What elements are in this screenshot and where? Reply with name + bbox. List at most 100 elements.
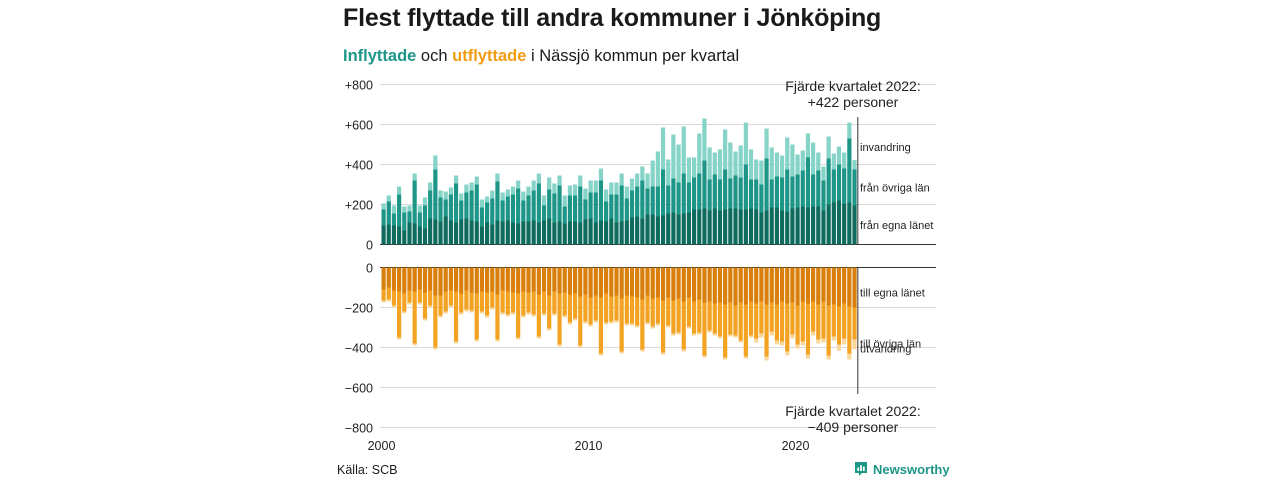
- axis-labels: +800 +600 +400 +200 0 0 −200 −400 −600 −800 2000 20…: [345, 79, 810, 454]
- bar-out-segment: [748, 335, 754, 338]
- bar-in-segment: [391, 205, 397, 214]
- bar-in-segment: [469, 220, 474, 245]
- bar-out-segment: [790, 267, 795, 303]
- bar-out-segment: [764, 267, 769, 305]
- bar-in-segment: [490, 190, 495, 199]
- bar-out-segment: [800, 267, 805, 302]
- bar-in-segment: [723, 209, 728, 245]
- bar-out-segment: [619, 298, 624, 352]
- bar-out-segment: [443, 311, 448, 314]
- bar-in-segment: [826, 158, 831, 205]
- bar-out-segment: [686, 297, 692, 327]
- bar-in-segment: [438, 190, 443, 198]
- bar-in-segment: [821, 166, 826, 181]
- bar-out-segment: [407, 302, 412, 305]
- bar-in-segment: [397, 186, 402, 195]
- bar-in-segment: [438, 197, 443, 222]
- bar-out-segment: [712, 267, 717, 304]
- bar-in-segment: [479, 226, 485, 245]
- bar-out-segment: [821, 267, 826, 302]
- bar-in-segment: [759, 212, 764, 245]
- bar-in-segment: [831, 169, 836, 203]
- bar-in-segment: [557, 175, 562, 186]
- x-tick-label: 2010: [575, 439, 603, 453]
- bar-out-segment: [485, 267, 490, 293]
- bar-out-segment: [397, 291, 402, 338]
- bar-out-segment: [614, 320, 619, 323]
- bar-out-segment: [598, 297, 604, 354]
- bar-out-segment: [707, 330, 712, 333]
- bar-out-segment: [516, 337, 521, 340]
- bar-in-segment: [774, 152, 779, 177]
- bar-out-segment: [428, 290, 433, 306]
- bar-in-segment: [723, 169, 728, 210]
- y-tick-label-out: −200: [345, 302, 373, 316]
- bar-in-segment: [728, 208, 733, 245]
- bar-out-segment: [485, 292, 490, 316]
- bar-in-segment: [495, 220, 500, 245]
- bar-in-segment: [847, 138, 852, 203]
- bar-in-segment: [412, 173, 417, 181]
- bar-in-segment: [785, 169, 790, 212]
- bar-out-segment: [619, 267, 624, 299]
- bar-out-segment: [614, 295, 619, 321]
- bar-in-segment: [800, 170, 805, 207]
- bar-in-segment: [428, 190, 433, 219]
- bar-out-segment: [386, 287, 391, 300]
- bar-in-segment: [779, 155, 785, 178]
- bar-in-segment: [407, 222, 412, 245]
- bar-out-segment: [635, 297, 640, 326]
- bar-out-segment: [593, 267, 598, 296]
- bar-in-segment: [738, 145, 743, 178]
- bar-in-segment: [831, 153, 836, 170]
- bar-out-segment: [562, 292, 567, 316]
- bar-out-segment: [438, 315, 443, 318]
- bar-out-segment: [557, 267, 562, 294]
- bar-in-segment: [712, 208, 717, 245]
- bar-in-segment: [728, 142, 733, 179]
- bar-out-segment: [852, 339, 857, 350]
- bar-out-segment: [785, 303, 790, 352]
- bar-out-segment: [583, 321, 588, 324]
- bar-out-segment: [821, 301, 826, 339]
- bar-out-segment: [521, 291, 526, 316]
- bar-out-segment: [412, 291, 417, 344]
- bar-out-segment: [567, 294, 572, 323]
- y-tick-label-out: −800: [345, 422, 373, 436]
- bar-in-segment: [717, 179, 723, 211]
- annotation-out-line1: Fjärde kvartalet 2022:: [785, 403, 920, 419]
- bar-out-segment: [505, 291, 510, 315]
- bar-in-segment: [764, 210, 769, 245]
- bar-out-segment: [598, 267, 604, 298]
- bar-in-segment: [733, 208, 738, 245]
- y-tick-label-in: 0: [366, 239, 373, 253]
- bar-out-segment: [785, 351, 790, 356]
- bar-in-segment: [604, 189, 609, 202]
- bar-in-segment: [381, 225, 386, 245]
- bar-in-segment: [598, 168, 604, 181]
- bar-out-segment: [816, 304, 821, 340]
- bar-in-segment: [816, 206, 821, 245]
- bar-in-segment: [697, 209, 702, 245]
- bar-in-segment: [531, 220, 536, 245]
- bar-out-segment: [671, 333, 676, 336]
- bar-out-segment: [526, 292, 531, 313]
- bar-out-segment: [795, 305, 800, 345]
- bar-out-segment: [842, 267, 847, 304]
- bar-in-segment: [655, 186, 660, 217]
- bar-out-segment: [655, 323, 660, 326]
- bar-in-segment: [624, 220, 629, 245]
- bar-out-segment: [412, 267, 417, 292]
- bar-in-segment: [748, 149, 754, 180]
- bar-in-segment: [428, 218, 433, 245]
- bar-out-segment: [381, 300, 386, 303]
- bar-in-segment: [805, 133, 811, 158]
- segment-label-out: till övriga län: [860, 339, 921, 351]
- bar-out-segment: [516, 267, 521, 294]
- bar-in-segment: [800, 150, 805, 171]
- bar-in-segment: [666, 213, 671, 245]
- bar-out-segment: [748, 267, 754, 302]
- bar-out-segment: [800, 341, 805, 346]
- bar-in-segment: [547, 177, 552, 190]
- y-tick-label-in: +200: [345, 199, 373, 213]
